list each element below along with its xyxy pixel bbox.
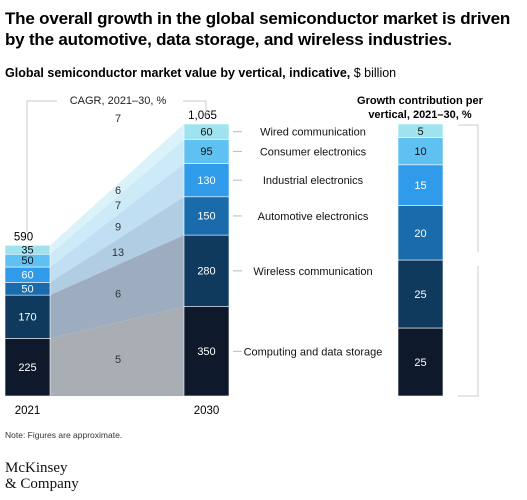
cagr-wireless-communication: 6 [115,288,121,300]
bar-2030-consumer-electronics [183,139,230,164]
ribbon-automotive-electronics [50,196,184,296]
value-label-2021-consumer-electronics: 50 [21,255,33,267]
bar-2021-wired-communication [4,245,51,255]
total-label-2030: 1,065 [188,110,217,122]
cagr-wired-communication: 6 [115,185,121,197]
contribution-bar-automotive-electronics [397,205,444,261]
value-label-2030-industrial-electronics: 130 [197,175,215,187]
contribution-title-line-1: Growth contribution per [357,95,484,107]
value-label-2021-automotive-electronics: 50 [21,283,33,295]
series-label-automotive-electronics: Automotive electronics [258,211,369,223]
value-label-2021-wireless-communication: 170 [18,311,36,323]
ribbon-wireless-communication [50,235,184,339]
mckinsey-logo: McKinsey & Company [5,460,79,492]
value-label-2030-consumer-electronics: 95 [200,146,212,158]
series-label-wired-communication: Wired communication [260,127,366,139]
total-label-2021: 590 [14,231,33,243]
x-tick-2021: 2021 [15,405,41,417]
cagr-header: CAGR, 2021–30, % [70,95,167,107]
subtitle-unit: $ billion [350,66,397,80]
ribbon-computing-and-data-storage [50,306,184,396]
cagr-bracket [26,100,207,232]
contribution-bar-industrial-electronics [397,164,444,206]
bar-2030-wireless-communication [183,234,230,307]
contribution-bar-consumer-electronics [397,137,444,166]
contribution-bar-computing-and-data-storage [397,327,444,397]
series-label-industrial-electronics: Industrial electronics [263,175,364,187]
bar-2021-wireless-communication [4,294,51,339]
value-label-2030-wireless-communication: 280 [197,265,215,277]
cagr-industrial-electronics: 9 [115,222,121,234]
value-label-2021-wired-communication: 35 [21,244,33,256]
logo-line-1: McKinsey [5,460,68,476]
contribution-bar-wired-communication [397,123,444,138]
value-label-2030-automotive-electronics: 150 [197,211,215,223]
contribution-value-automotive-electronics: 20 [414,228,426,240]
series-label-consumer-electronics: Consumer electronics [260,146,367,158]
chart-subtitle: Global semiconductor market value by ver… [5,66,396,80]
contribution-total-bg [462,252,498,266]
cagr-computing-and-data-storage: 5 [115,354,121,366]
subtitle-bold: Global semiconductor market value by ver… [5,66,351,80]
bar-2030-industrial-electronics [183,163,230,198]
contribution-bar-wireless-communication [397,259,444,329]
contribution-value-wired-communication: 5 [417,126,423,138]
series-label-computing-and-data-storage: Computing and data storage [244,346,383,358]
bar-2021-computing-and-data-storage [4,338,51,397]
ribbon-industrial-electronics [50,163,184,283]
contribution-value-consumer-electronics: 10 [414,146,426,158]
value-label-2021-computing-and-data-storage: 225 [18,362,36,374]
bar-2030-wired-communication [183,123,230,140]
footnote: Note: Figures are approximate. [5,430,123,440]
cagr-consumer-electronics: 7 [115,200,121,212]
cagr-total: 7 [115,113,121,125]
cagr-automotive-electronics: 13 [112,247,124,259]
value-label-2030-wired-communication: 60 [200,126,212,138]
contribution-value-computing-and-data-storage: 25 [414,357,426,369]
contribution-value-wireless-communication: 25 [414,289,426,301]
chart-title: The overall growth in the global semicon… [5,9,511,49]
contribution-title-line-2: vertical, 2021–30, % [368,109,472,121]
value-label-2021-industrial-electronics: 60 [21,269,33,281]
logo-line-2: & Company [5,476,79,492]
ribbon-wired-communication [50,123,184,255]
value-label-2030-computing-and-data-storage: 350 [197,346,215,358]
bar-2030-automotive-electronics [183,196,230,236]
ribbon-consumer-electronics [50,139,184,268]
x-tick-2030: 2030 [194,405,220,417]
series-label-wireless-communication: Wireless communication [253,266,372,278]
contribution-value-industrial-electronics: 15 [414,180,426,192]
